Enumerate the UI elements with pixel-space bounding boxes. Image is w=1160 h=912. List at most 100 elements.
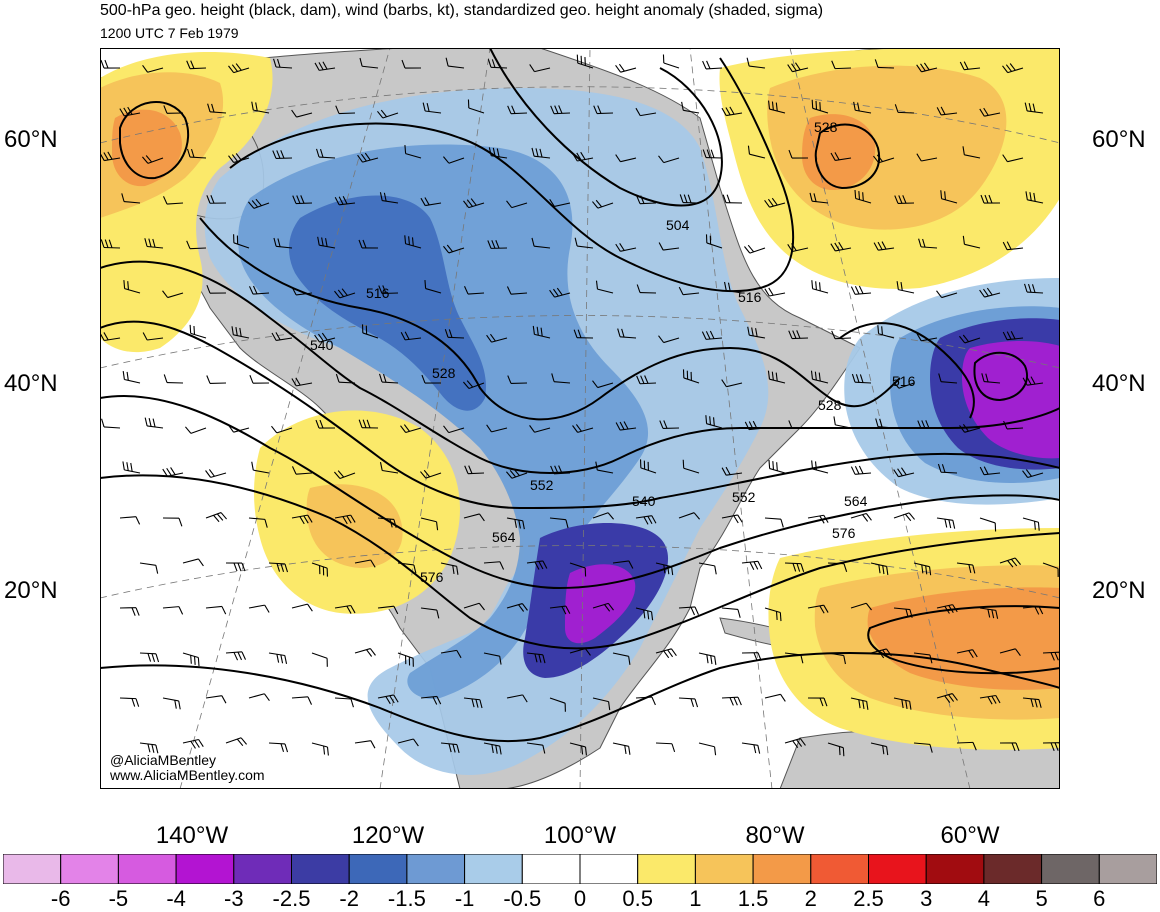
- wind-barb: [486, 333, 508, 343]
- contour-516-east: [839, 322, 975, 419]
- wind-barb: [335, 105, 356, 115]
- wind-barb: [655, 742, 676, 753]
- wind-barb: [999, 648, 1021, 657]
- wind-barb: [831, 60, 852, 70]
- wind-barb: [506, 694, 528, 703]
- wind-barb: [569, 648, 591, 656]
- colorbar-tick-label: -6: [50, 886, 71, 911]
- wind-barb: [205, 695, 227, 704]
- wind-barb: [741, 652, 762, 661]
- wind-barb: [247, 198, 270, 209]
- wind-barb: [768, 100, 786, 114]
- wind-barb: [870, 648, 892, 659]
- negative-anomaly-atlantic-core: [962, 341, 1060, 459]
- wind-barb: [979, 694, 1001, 705]
- wind-barb: [162, 697, 181, 710]
- wind-barb: [831, 330, 852, 340]
- contour-label: 552: [732, 489, 756, 505]
- wind-barb: [271, 332, 293, 342]
- contour-atlantic-low: [973, 351, 1028, 402]
- wind-barb: [764, 197, 786, 208]
- wind-barb: [228, 63, 250, 74]
- wind-barb: [936, 290, 958, 299]
- wind-barb: [658, 242, 680, 251]
- wind-barb: [962, 235, 981, 249]
- wind-barb: [315, 148, 336, 159]
- wind-barb: [1002, 330, 1024, 341]
- wind-barb: [225, 562, 246, 572]
- contour-label: 564: [492, 529, 516, 545]
- wind-barb: [658, 335, 680, 344]
- wind-barb: [811, 460, 829, 474]
- contour-label: 528: [432, 365, 456, 381]
- wind-barb: [531, 147, 551, 159]
- wind-barb: [592, 602, 614, 612]
- wind-barb: [291, 603, 313, 612]
- wind-barb: [462, 380, 485, 389]
- wind-barb: [744, 244, 766, 254]
- wind-barb: [397, 738, 419, 747]
- wind-barb: [678, 512, 701, 520]
- wind-barb: [251, 461, 270, 474]
- wind-barb: [811, 99, 829, 114]
- lon-label-140w: 140°W: [155, 822, 229, 849]
- wind-barb: [937, 463, 958, 474]
- wind-barb: [335, 373, 356, 384]
- wind-barb: [913, 652, 933, 664]
- wind-barb: [1023, 283, 1044, 294]
- contour-label: 504: [666, 217, 690, 233]
- wind-barb: [162, 196, 184, 205]
- wind-barb: [956, 741, 977, 751]
- wind-barb: [233, 234, 250, 249]
- wind-barb: [377, 109, 399, 119]
- wind-barb: [1022, 697, 1042, 708]
- meridian-80w: [689, 48, 773, 789]
- wind-barb: [142, 65, 164, 73]
- wind-barb: [576, 54, 594, 69]
- colorbar-box: [464, 854, 523, 884]
- wind-barb: [962, 146, 981, 159]
- wind-barb: [205, 469, 227, 478]
- wind-barb: [311, 562, 328, 577]
- wind-barb: [463, 602, 485, 611]
- wind-barb: [827, 562, 848, 572]
- wind-barb: [205, 605, 227, 615]
- wind-barb: [936, 517, 956, 529]
- colorbar-tick-label: -2.5: [272, 886, 311, 911]
- wind-barb: [615, 242, 637, 252]
- wind-barb: [850, 512, 872, 522]
- wind-barb: [206, 375, 227, 384]
- wind-barb: [569, 562, 587, 577]
- contour-label: 564: [844, 493, 868, 509]
- credit-website: www.AliciaMBentley.com: [110, 767, 265, 783]
- wind-barb: [617, 328, 637, 339]
- wind-barb: [486, 424, 508, 433]
- wind-barb: [1022, 517, 1040, 531]
- wind-barb: [873, 154, 895, 164]
- wind-barb: [787, 243, 809, 253]
- wind-barb: [119, 516, 141, 525]
- wind-barb: [595, 461, 614, 474]
- wind-barb: [979, 517, 997, 532]
- wind-barb: [314, 61, 336, 71]
- wind-barb: [424, 280, 442, 294]
- wind-barb: [979, 607, 999, 619]
- contour-label: 552: [530, 477, 554, 493]
- wind-barb: [443, 425, 465, 434]
- wind-barb: [121, 193, 141, 204]
- colorbar-box: [810, 854, 869, 884]
- wind-barb: [827, 742, 845, 757]
- wind-barb: [359, 57, 379, 69]
- wind-barb: [272, 150, 293, 160]
- wind-barb: [354, 559, 376, 568]
- lat-label-left-20n: 20°N: [4, 577, 58, 604]
- contour-label: 516: [892, 373, 916, 389]
- lon-label-120w: 120°W: [351, 822, 425, 849]
- wind-barb: [483, 561, 505, 570]
- wind-barb: [615, 421, 637, 431]
- wind-barb: [959, 334, 981, 344]
- wind-barb: [875, 418, 895, 429]
- wind-barb: [999, 557, 1021, 568]
- wind-barb: [784, 562, 805, 572]
- colorbar-box: [3, 854, 62, 884]
